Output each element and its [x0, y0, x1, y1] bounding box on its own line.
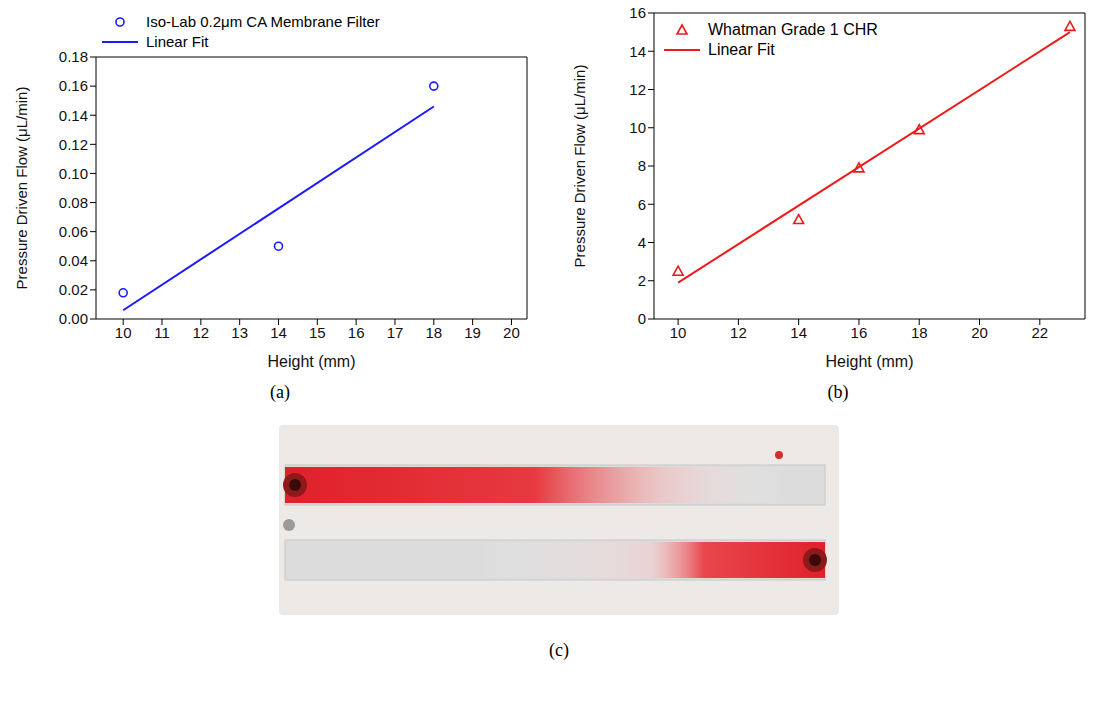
html-text:Linear Fit: Linear Fit — [708, 41, 775, 58]
svg-text:0.18: 0.18 — [59, 48, 88, 65]
svg-text:0.06: 0.06 — [59, 223, 88, 240]
svg-text:2: 2 — [638, 272, 646, 289]
svg-text:14: 14 — [790, 324, 807, 341]
svg-text:0.04: 0.04 — [59, 252, 88, 269]
svg-text:18: 18 — [911, 324, 928, 341]
svg-text:0: 0 — [638, 310, 646, 327]
svg-text:16: 16 — [348, 324, 365, 341]
svg-text:0.00: 0.00 — [59, 310, 88, 327]
svg-text:19: 19 — [464, 324, 481, 341]
svg-text:10: 10 — [670, 324, 687, 341]
svg-text:16: 16 — [629, 4, 646, 21]
svg-text:17: 17 — [387, 324, 404, 341]
svg-text:Pressure Driven Flow (μL/min): Pressure Driven Flow (μL/min) — [13, 87, 30, 290]
svg-text:0.02: 0.02 — [59, 281, 88, 298]
svg-text:18: 18 — [425, 324, 442, 341]
svg-text:12: 12 — [730, 324, 747, 341]
svg-text:0.12: 0.12 — [59, 136, 88, 153]
svg-text:12: 12 — [629, 81, 646, 98]
svg-text:Pressure Driven Flow (μL/min): Pressure Driven Flow (μL/min) — [571, 65, 588, 268]
svg-text:10: 10 — [115, 324, 132, 341]
html-text:Linear Fit: Linear Fit — [146, 33, 209, 50]
svg-text:0.16: 0.16 — [59, 77, 88, 94]
svg-text:8: 8 — [638, 157, 646, 174]
html-text:Whatman Grade 1 CHR: Whatman Grade 1 CHR — [708, 21, 878, 38]
svg-text:15: 15 — [309, 324, 326, 341]
svg-text:10: 10 — [629, 119, 646, 136]
svg-text:0.14: 0.14 — [59, 107, 88, 124]
svg-text:0.10: 0.10 — [59, 165, 88, 182]
html-text:(a): (a) — [270, 382, 290, 402]
svg-text:20: 20 — [503, 324, 520, 341]
svg-text:0.08: 0.08 — [59, 194, 88, 211]
svg-text:12: 12 — [192, 324, 209, 341]
svg-text:13: 13 — [231, 324, 248, 341]
svg-text:6: 6 — [638, 196, 646, 213]
html-text:(c): (c) — [549, 640, 569, 660]
svg-text:11: 11 — [154, 324, 170, 341]
html-text:(b): (b) — [827, 382, 849, 402]
svg-text:22: 22 — [1031, 324, 1048, 341]
svg-text:4: 4 — [638, 234, 646, 251]
html-text:Iso-Lab 0.2μm CA Membrane Filt: Iso-Lab 0.2μm CA Membrane Filter — [146, 13, 380, 30]
svg-text:Height (mm): Height (mm) — [267, 353, 355, 370]
svg-text:Height (mm): Height (mm) — [825, 353, 913, 370]
svg-text:14: 14 — [270, 324, 287, 341]
svg-text:20: 20 — [971, 324, 988, 341]
svg-text:14: 14 — [629, 43, 646, 60]
svg-text:16: 16 — [851, 324, 868, 341]
